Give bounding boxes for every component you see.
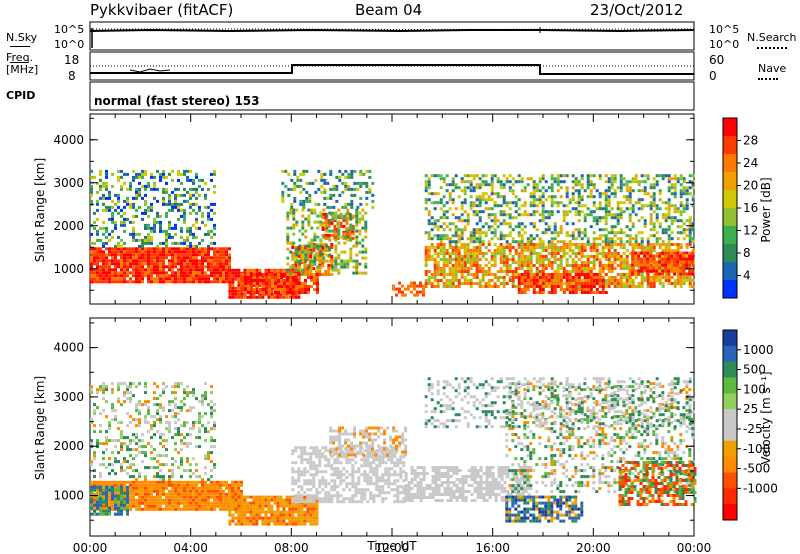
velocity-colorbar-tick-0: 1000 bbox=[743, 343, 774, 357]
velocity-colorbar-swatch-5 bbox=[723, 409, 737, 426]
velocity-colorbar-swatch-11 bbox=[723, 504, 737, 521]
power-colorbar-swatch-5 bbox=[723, 208, 737, 227]
x-tick-label-6: 00:00 bbox=[677, 541, 712, 554]
power-colorbar-swatch-9 bbox=[723, 280, 737, 299]
velocity-colorbar-label: Velocity [m s⁻¹] bbox=[759, 371, 773, 464]
freq-tick-low: 8 bbox=[68, 69, 76, 83]
nsky-legend-line bbox=[10, 46, 30, 47]
nave-label: Nave bbox=[758, 62, 787, 75]
velocity-colorbar-swatch-10 bbox=[723, 488, 737, 505]
nave-tick-high: 60 bbox=[709, 53, 725, 67]
nsky-label: N.Sky bbox=[6, 31, 38, 44]
nsearch-legend-line bbox=[757, 47, 787, 49]
y-tick-label-0-2: 3000 bbox=[53, 176, 84, 190]
y-tick-label-0-1: 2000 bbox=[53, 219, 84, 233]
xlabel: Time UT bbox=[366, 539, 417, 553]
power-colorbar-tick-1: 24 bbox=[743, 156, 758, 170]
velocity-colorbar-swatch-4 bbox=[723, 393, 737, 410]
velocity-colorbar-swatch-1 bbox=[723, 345, 737, 363]
y-tick-label-0-3: 4000 bbox=[53, 133, 84, 147]
velocity-colorbar-swatch-6 bbox=[723, 425, 737, 442]
velocity-colorbar-tick-7: -1000 bbox=[743, 481, 778, 495]
velocity-data bbox=[90, 377, 697, 526]
power-colorbar-tick-3: 16 bbox=[743, 201, 758, 215]
nsearch-tick-low: 10^0 bbox=[709, 38, 740, 51]
velocity-colorbar: 1000 500 100 25 -25 -100 -500 -1000 bbox=[722, 329, 778, 521]
x-tick-label-3: 12:00 bbox=[375, 541, 410, 554]
velocity-colorbar-swatch-8 bbox=[723, 456, 737, 473]
power-colorbar-swatch-4 bbox=[723, 190, 737, 209]
x-tick-label-1: 04:00 bbox=[173, 541, 208, 554]
x-tick-label-5: 20:00 bbox=[576, 541, 611, 554]
power-colorbar-tick-5: 8 bbox=[743, 246, 751, 260]
velocity-colorbar-tick-3: 25 bbox=[743, 402, 758, 416]
power-colorbar-swatch-2 bbox=[723, 154, 737, 173]
velocity-colorbar-swatch-7 bbox=[723, 440, 737, 458]
power-colorbar-swatch-1 bbox=[723, 136, 737, 155]
power-colorbar-swatch-0 bbox=[723, 118, 737, 137]
cpid-text: normal (fast stereo) 153 bbox=[94, 94, 260, 108]
y-tick-label-1-2: 3000 bbox=[53, 390, 84, 404]
time-x-axis: 00:00 04:00 08:00 12:00 16:00 20:00 00:00 bbox=[73, 541, 712, 554]
velocity-ylabel: Slant Range [km] bbox=[33, 376, 47, 480]
freq-unit-label: [MHz] bbox=[6, 63, 39, 76]
velocity-y-axis: 1000 2000 3000 4000 bbox=[53, 318, 695, 536]
x-tick-label-2: 08:00 bbox=[274, 541, 309, 554]
power-colorbar-label: Power [dB] bbox=[759, 177, 773, 242]
date-title: 23/Oct/2012 bbox=[590, 1, 684, 19]
power-y-axis: 1000 2000 3000 4000 bbox=[53, 114, 695, 304]
power-colorbar-swatch-8 bbox=[723, 262, 737, 281]
velocity-colorbar-tick-2: 100 bbox=[743, 382, 766, 396]
station-title: Pykkvibaer (fitACF) bbox=[90, 1, 234, 19]
nave-tick-low: 0 bbox=[709, 69, 717, 83]
power-colorbar-tick-4: 12 bbox=[743, 224, 758, 238]
freq-tick-high: 18 bbox=[64, 53, 80, 67]
power-colorbar-swatch-7 bbox=[723, 244, 737, 263]
power-colorbar-swatch-3 bbox=[723, 172, 737, 191]
velocity-colorbar-tick-6: -500 bbox=[743, 462, 770, 476]
y-tick-label-1-1: 2000 bbox=[53, 439, 84, 453]
freq-trace bbox=[90, 64, 694, 75]
y-tick-label-1-0: 1000 bbox=[53, 489, 84, 503]
velocity-colorbar-tick-5: -100 bbox=[743, 442, 770, 456]
power-ylabel: Slant Range [km] bbox=[33, 158, 47, 262]
velocity-colorbar-swatch-0 bbox=[723, 330, 737, 347]
beam-title: Beam 04 bbox=[355, 1, 423, 19]
velocity-colorbar-tick-1: 500 bbox=[743, 363, 766, 377]
freq-legend-line bbox=[10, 62, 28, 63]
x-tick-label-4: 16:00 bbox=[475, 541, 510, 554]
nsky-tick-low: 10^0 bbox=[54, 38, 85, 51]
nsearch-tick-high: 10^5 bbox=[709, 23, 740, 36]
freq-label: Freq. bbox=[6, 51, 34, 64]
nave-legend-line bbox=[758, 78, 778, 80]
velocity-colorbar-swatch-3 bbox=[723, 377, 737, 394]
nsearch-label: N.Search bbox=[747, 31, 797, 44]
velocity-colorbar-tick-4: -25 bbox=[743, 422, 763, 436]
power-colorbar-tick-2: 20 bbox=[743, 179, 758, 193]
nsky-panel-frame bbox=[89, 21, 695, 51]
velocity-colorbar-swatch-9 bbox=[723, 472, 737, 489]
velocity-colorbar-swatch-2 bbox=[723, 361, 737, 378]
power-data bbox=[90, 169, 695, 299]
power-colorbar: 28 24 20 16 12 8 4 bbox=[722, 117, 758, 299]
power-colorbar-tick-6: 4 bbox=[743, 269, 751, 283]
cpid-panel-frame bbox=[89, 81, 695, 111]
cpid-label: CPID bbox=[6, 89, 36, 102]
y-tick-label-1-3: 4000 bbox=[53, 341, 84, 355]
nsky-tick-high: 10^5 bbox=[54, 23, 85, 36]
power-colorbar-tick-0: 28 bbox=[743, 134, 758, 148]
power-colorbar-swatch-6 bbox=[723, 226, 737, 245]
y-tick-label-0-0: 1000 bbox=[53, 262, 84, 276]
x-tick-label-0: 00:00 bbox=[73, 541, 108, 554]
nsky-trace bbox=[89, 27, 695, 48]
